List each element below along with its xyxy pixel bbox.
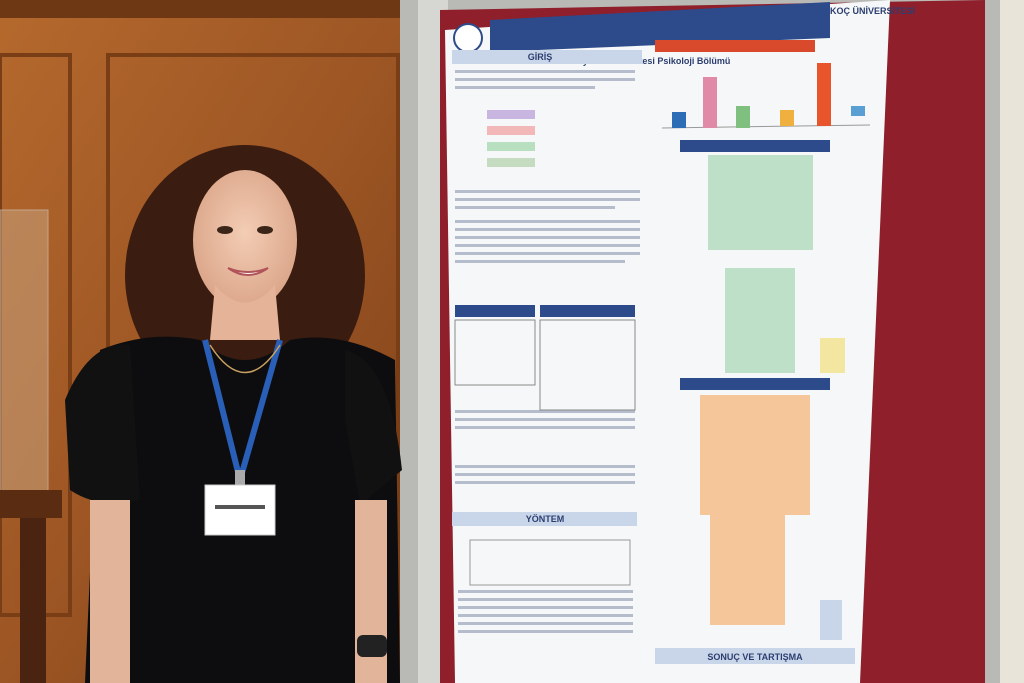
glass-cabinet xyxy=(0,209,49,501)
table-highlight xyxy=(700,395,810,515)
poster-title-band xyxy=(490,2,830,52)
diagram-boxes xyxy=(487,110,535,167)
chart-axis xyxy=(661,124,871,129)
eye xyxy=(217,226,233,234)
badge-clip xyxy=(235,470,245,490)
smile xyxy=(227,267,269,276)
section-heading: YÖNTEM xyxy=(526,514,565,524)
poster-bar-graphic xyxy=(672,63,865,128)
institution: KOÇ ÜNİVERSİTESİ xyxy=(830,6,915,16)
sleeve xyxy=(65,344,140,504)
table-header xyxy=(680,140,830,152)
box-header xyxy=(455,305,535,317)
text-lines xyxy=(455,70,640,633)
badge-text xyxy=(215,505,265,509)
table-highlight xyxy=(820,600,842,640)
neck xyxy=(210,285,280,340)
sleeve xyxy=(345,350,402,505)
box-header xyxy=(540,305,635,317)
table-highlight xyxy=(725,268,795,373)
section-heading: GİRİŞ xyxy=(528,52,553,62)
section-heading: SONUÇ VE TARTIŞMA xyxy=(707,652,803,662)
section-band xyxy=(655,648,855,664)
arm xyxy=(90,500,130,683)
necklace xyxy=(209,344,281,374)
section-band xyxy=(452,512,637,526)
watch xyxy=(357,635,387,657)
table-header xyxy=(680,378,830,390)
table-highlight xyxy=(710,515,785,625)
face xyxy=(193,170,297,310)
table-leg xyxy=(20,518,46,683)
table-highlight xyxy=(820,338,845,373)
table-highlight xyxy=(708,155,813,250)
method-box xyxy=(469,539,631,586)
info-box xyxy=(454,319,536,386)
wood-trim xyxy=(0,0,430,18)
section-band xyxy=(452,50,642,64)
info-box xyxy=(539,319,636,411)
chart-header xyxy=(655,40,815,52)
university-logo xyxy=(453,23,483,53)
name-badge xyxy=(204,484,276,536)
table-top xyxy=(0,490,62,518)
eye xyxy=(257,226,273,234)
